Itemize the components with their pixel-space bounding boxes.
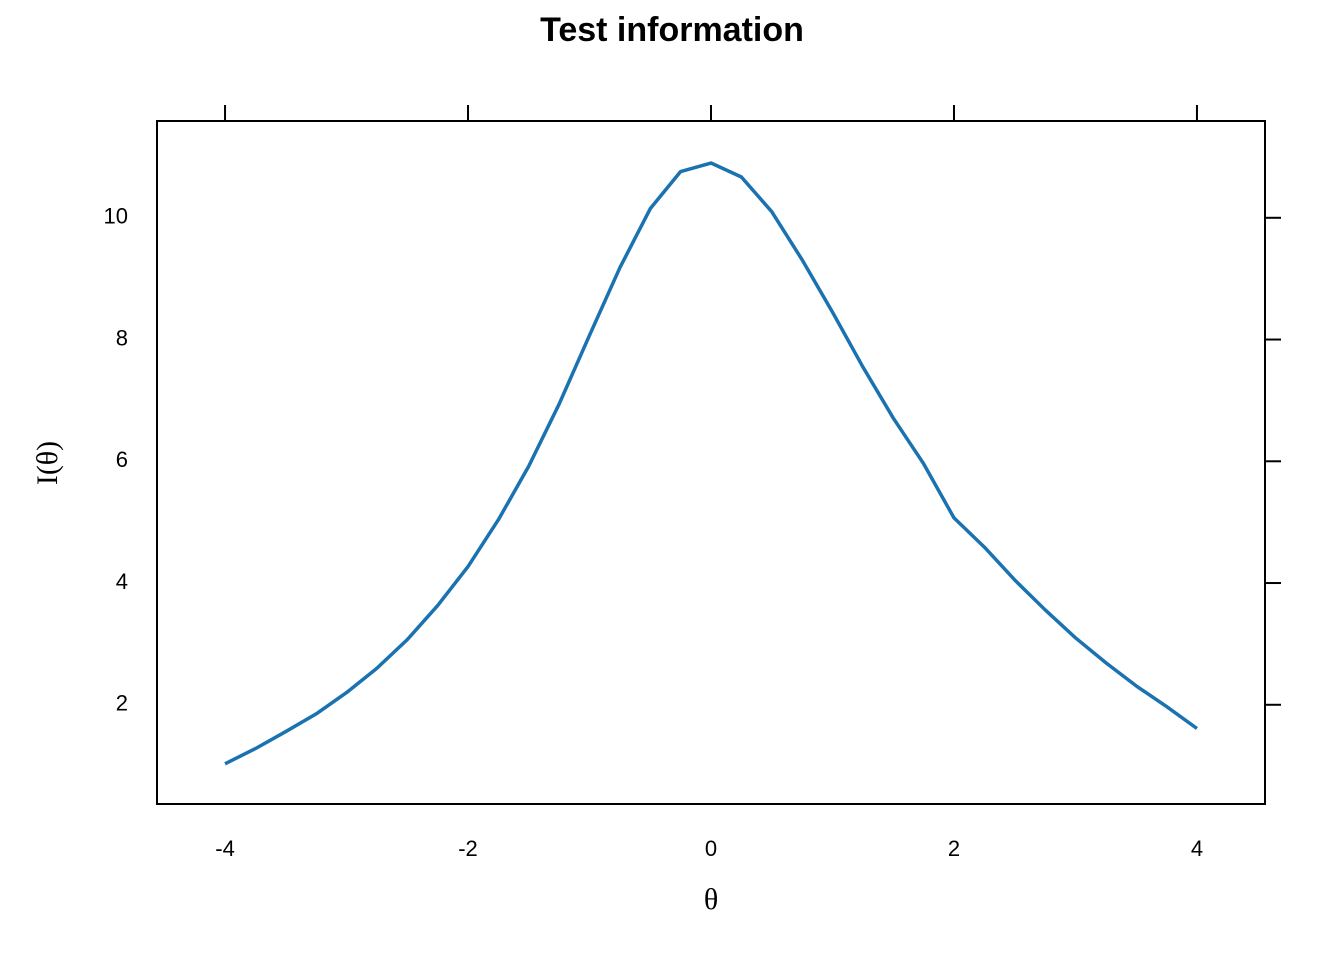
plot-frame <box>156 120 1266 805</box>
x-tick-label: -4 <box>215 836 235 861</box>
x-tick-label: 0 <box>705 836 717 861</box>
y-tick-label: 4 <box>116 569 128 594</box>
chart-title: Test information <box>540 11 804 49</box>
x-tick-label: 2 <box>948 836 960 861</box>
y-tick-label: 10 <box>104 204 128 229</box>
y-tick-label: 8 <box>116 325 128 350</box>
y-tick-label: 2 <box>116 691 128 716</box>
x-tick-label: 4 <box>1191 836 1203 861</box>
y-axis-label: I(θ) <box>31 441 64 485</box>
x-axis-label: θ <box>704 883 718 916</box>
data-line <box>224 161 1198 766</box>
y-tick-label: 6 <box>116 447 128 472</box>
x-tick-label: -2 <box>458 836 478 861</box>
